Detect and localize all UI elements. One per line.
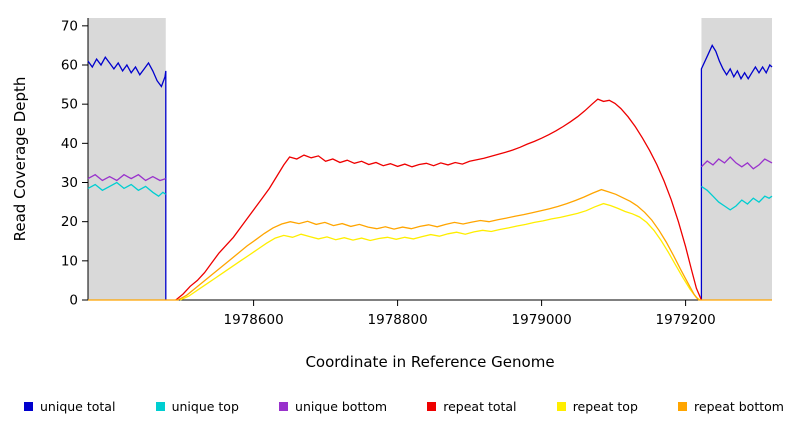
- legend-swatch: [427, 402, 437, 411]
- series-unique-bottom: [700, 156, 773, 170]
- series-repeat-total: [175, 98, 702, 301]
- series-repeat-top: [179, 202, 701, 301]
- legend-item-unique-bottom: unique bottom: [279, 399, 387, 414]
- y-tick-label: 30: [61, 175, 78, 191]
- legend-label: unique total: [40, 399, 116, 414]
- legend-label: repeat bottom: [694, 399, 784, 414]
- legend: unique total unique top unique bottom repea…: [24, 399, 784, 414]
- legend-label: unique bottom: [295, 399, 388, 414]
- y-tick-label: 20: [61, 214, 78, 230]
- legend-swatch: [155, 402, 165, 411]
- legend-label: repeat top: [572, 399, 638, 414]
- legend-swatch: [24, 402, 33, 411]
- y-tick-label: 10: [61, 253, 78, 269]
- y-tick-label: 40: [61, 136, 78, 152]
- shaded-region: [701, 18, 772, 300]
- x-tick-label: 1979200: [656, 312, 716, 328]
- series-repeat-bottom: [88, 188, 772, 301]
- x-axis-title: Coordinate in Reference Genome: [305, 353, 555, 371]
- series-unique-top: [87, 181, 167, 198]
- y-tick-label: 50: [61, 97, 78, 113]
- series-unique-bottom: [87, 173, 167, 182]
- legend-label: repeat total: [443, 399, 517, 414]
- legend-item-repeat-bottom: repeat bottom: [678, 399, 784, 414]
- legend-item-repeat-top: repeat top: [556, 399, 638, 414]
- legend-label: unique top: [171, 399, 239, 414]
- legend-swatch: [556, 402, 566, 411]
- y-tick-label: 0: [69, 293, 78, 309]
- legend-item-unique-top: unique top: [155, 399, 239, 414]
- x-tick-label: 1979000: [512, 312, 572, 328]
- y-tick-label: 60: [61, 58, 78, 74]
- y-tick-label: 70: [61, 18, 78, 34]
- legend-item-repeat-total: repeat total: [427, 399, 517, 414]
- legend-swatch: [279, 402, 289, 411]
- x-tick-label: 1978600: [224, 312, 284, 328]
- x-tick-label: 1978800: [368, 312, 428, 328]
- series-unique-top: [701, 185, 773, 211]
- legend-swatch: [678, 402, 688, 411]
- series-unique-total: [87, 55, 167, 300]
- legend-item-unique-total: unique total: [24, 399, 115, 414]
- shaded-region: [88, 18, 166, 300]
- y-axis-title: Read Coverage Depth: [11, 76, 29, 242]
- series-unique-total: [700, 44, 773, 300]
- plot-canvas: 0 10 20 30 40 50 60 70 1978600 1978800 1979000 1979…: [61, 18, 773, 328]
